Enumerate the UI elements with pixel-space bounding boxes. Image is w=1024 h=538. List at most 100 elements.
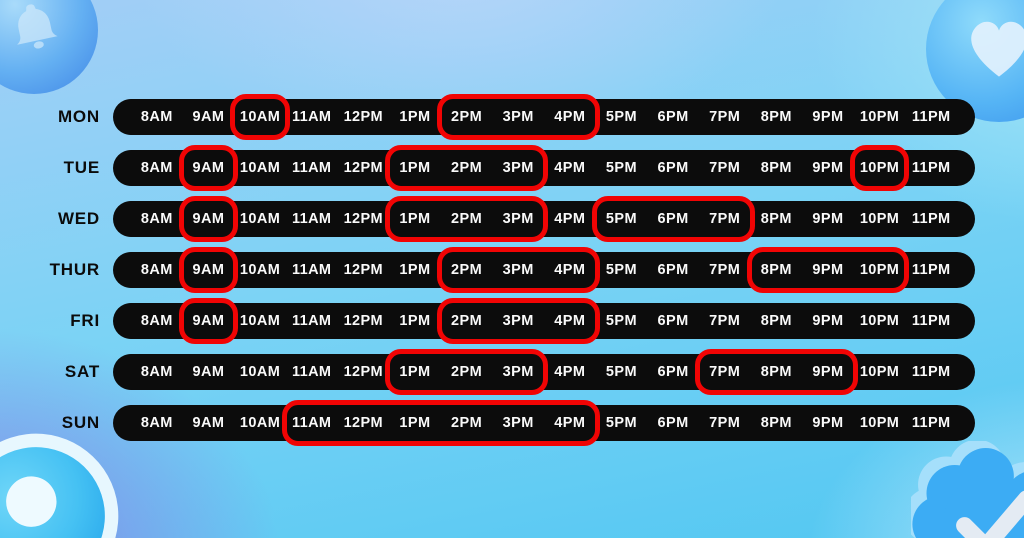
time-slot[interactable]: 7PM	[709, 415, 741, 431]
time-slot[interactable]: 5PM	[605, 262, 637, 278]
time-slot[interactable]: 12PM	[343, 109, 384, 125]
time-slot[interactable]: 9AM	[192, 262, 225, 278]
time-slot[interactable]: 6PM	[657, 262, 689, 278]
time-slot[interactable]: 10PM	[859, 364, 900, 380]
time-slot[interactable]: 11AM	[291, 415, 332, 431]
time-slot[interactable]: 9PM	[812, 313, 844, 329]
time-slot[interactable]: 3PM	[502, 109, 534, 125]
time-slot[interactable]: 9AM	[192, 415, 225, 431]
time-slot[interactable]: 8PM	[760, 415, 792, 431]
time-slot[interactable]: 10AM	[239, 262, 281, 278]
time-slot[interactable]: 2PM	[451, 211, 483, 227]
time-slot[interactable]: 2PM	[451, 109, 483, 125]
time-slot[interactable]: 4PM	[554, 262, 586, 278]
time-slot[interactable]: 1PM	[399, 211, 431, 227]
time-slot[interactable]: 9PM	[812, 211, 844, 227]
time-slot[interactable]: 11PM	[911, 313, 951, 329]
time-slot[interactable]: 3PM	[502, 364, 534, 380]
time-slot[interactable]: 11PM	[911, 109, 951, 125]
time-slot[interactable]: 9AM	[192, 109, 225, 125]
time-slot[interactable]: 8PM	[760, 109, 792, 125]
time-slot[interactable]: 9PM	[812, 364, 844, 380]
time-slot[interactable]: 10AM	[239, 109, 281, 125]
time-slot[interactable]: 2PM	[451, 160, 483, 176]
time-slot[interactable]: 9PM	[812, 109, 844, 125]
time-slot[interactable]: 8PM	[760, 262, 792, 278]
time-slot[interactable]: 11AM	[291, 313, 332, 329]
time-slot[interactable]: 1PM	[399, 313, 431, 329]
time-slot[interactable]: 3PM	[502, 415, 534, 431]
time-slot[interactable]: 9AM	[192, 211, 225, 227]
time-slot[interactable]: 10PM	[859, 160, 900, 176]
time-slot[interactable]: 1PM	[399, 364, 431, 380]
time-slot[interactable]: 1PM	[399, 415, 431, 431]
time-slot[interactable]: 11PM	[911, 415, 951, 431]
time-slot[interactable]: 5PM	[605, 313, 637, 329]
time-slot[interactable]: 2PM	[451, 313, 483, 329]
time-slot[interactable]: 2PM	[451, 415, 483, 431]
time-slot[interactable]: 12PM	[343, 211, 384, 227]
time-slot[interactable]: 4PM	[554, 109, 586, 125]
time-slot[interactable]: 7PM	[709, 109, 741, 125]
time-slot[interactable]: 11PM	[911, 211, 951, 227]
time-slot[interactable]: 4PM	[554, 211, 586, 227]
time-slot[interactable]: 5PM	[605, 160, 637, 176]
time-slot[interactable]: 8AM	[140, 313, 173, 329]
time-slot[interactable]: 1PM	[399, 109, 431, 125]
time-slot[interactable]: 10AM	[239, 211, 281, 227]
time-slot[interactable]: 8PM	[760, 364, 792, 380]
time-slot[interactable]: 9AM	[192, 313, 225, 329]
time-slot[interactable]: 6PM	[657, 211, 689, 227]
time-slot[interactable]: 8PM	[760, 160, 792, 176]
time-slot[interactable]: 4PM	[554, 160, 586, 176]
time-slot[interactable]: 4PM	[554, 364, 586, 380]
time-slot[interactable]: 11PM	[911, 364, 951, 380]
time-slot[interactable]: 6PM	[657, 313, 689, 329]
time-slot[interactable]: 11AM	[291, 211, 332, 227]
time-slot[interactable]: 7PM	[709, 313, 741, 329]
time-slot[interactable]: 9PM	[812, 415, 844, 431]
time-slot[interactable]: 8AM	[140, 415, 173, 431]
time-slot[interactable]: 2PM	[451, 364, 483, 380]
time-slot[interactable]: 5PM	[605, 109, 637, 125]
time-slot[interactable]: 1PM	[399, 262, 431, 278]
time-slot[interactable]: 10PM	[859, 109, 900, 125]
time-slot[interactable]: 7PM	[709, 211, 741, 227]
time-slot[interactable]: 8AM	[140, 160, 173, 176]
time-slot[interactable]: 1PM	[399, 160, 431, 176]
time-slot[interactable]: 10AM	[239, 313, 281, 329]
time-slot[interactable]: 6PM	[657, 364, 689, 380]
time-slot[interactable]: 8PM	[760, 313, 792, 329]
time-slot[interactable]: 11AM	[291, 109, 332, 125]
time-slot[interactable]: 10AM	[239, 160, 281, 176]
time-slot[interactable]: 10PM	[859, 262, 900, 278]
time-slot[interactable]: 11PM	[911, 160, 951, 176]
time-slot[interactable]: 3PM	[502, 313, 534, 329]
time-slot[interactable]: 7PM	[709, 262, 741, 278]
time-slot[interactable]: 3PM	[502, 160, 534, 176]
time-slot[interactable]: 6PM	[657, 109, 689, 125]
time-slot[interactable]: 9PM	[812, 262, 844, 278]
time-slot[interactable]: 9AM	[192, 160, 225, 176]
time-slot[interactable]: 10PM	[859, 313, 900, 329]
time-slot[interactable]: 9AM	[192, 364, 225, 380]
time-slot[interactable]: 5PM	[605, 364, 637, 380]
time-slot[interactable]: 2PM	[451, 262, 483, 278]
time-slot[interactable]: 7PM	[709, 364, 741, 380]
time-slot[interactable]: 4PM	[554, 415, 586, 431]
time-slot[interactable]: 10AM	[239, 415, 281, 431]
time-slot[interactable]: 10AM	[239, 364, 281, 380]
time-slot[interactable]: 8AM	[140, 109, 173, 125]
time-slot[interactable]: 12PM	[343, 160, 384, 176]
time-slot[interactable]: 6PM	[657, 160, 689, 176]
time-slot[interactable]: 3PM	[502, 211, 534, 227]
time-slot[interactable]: 12PM	[343, 364, 384, 380]
time-slot[interactable]: 10PM	[859, 415, 900, 431]
time-slot[interactable]: 12PM	[343, 262, 384, 278]
time-slot[interactable]: 11AM	[291, 160, 332, 176]
time-slot[interactable]: 12PM	[343, 415, 384, 431]
time-slot[interactable]: 10PM	[859, 211, 900, 227]
time-slot[interactable]: 8AM	[140, 262, 173, 278]
time-slot[interactable]: 5PM	[605, 211, 637, 227]
time-slot[interactable]: 7PM	[709, 160, 741, 176]
